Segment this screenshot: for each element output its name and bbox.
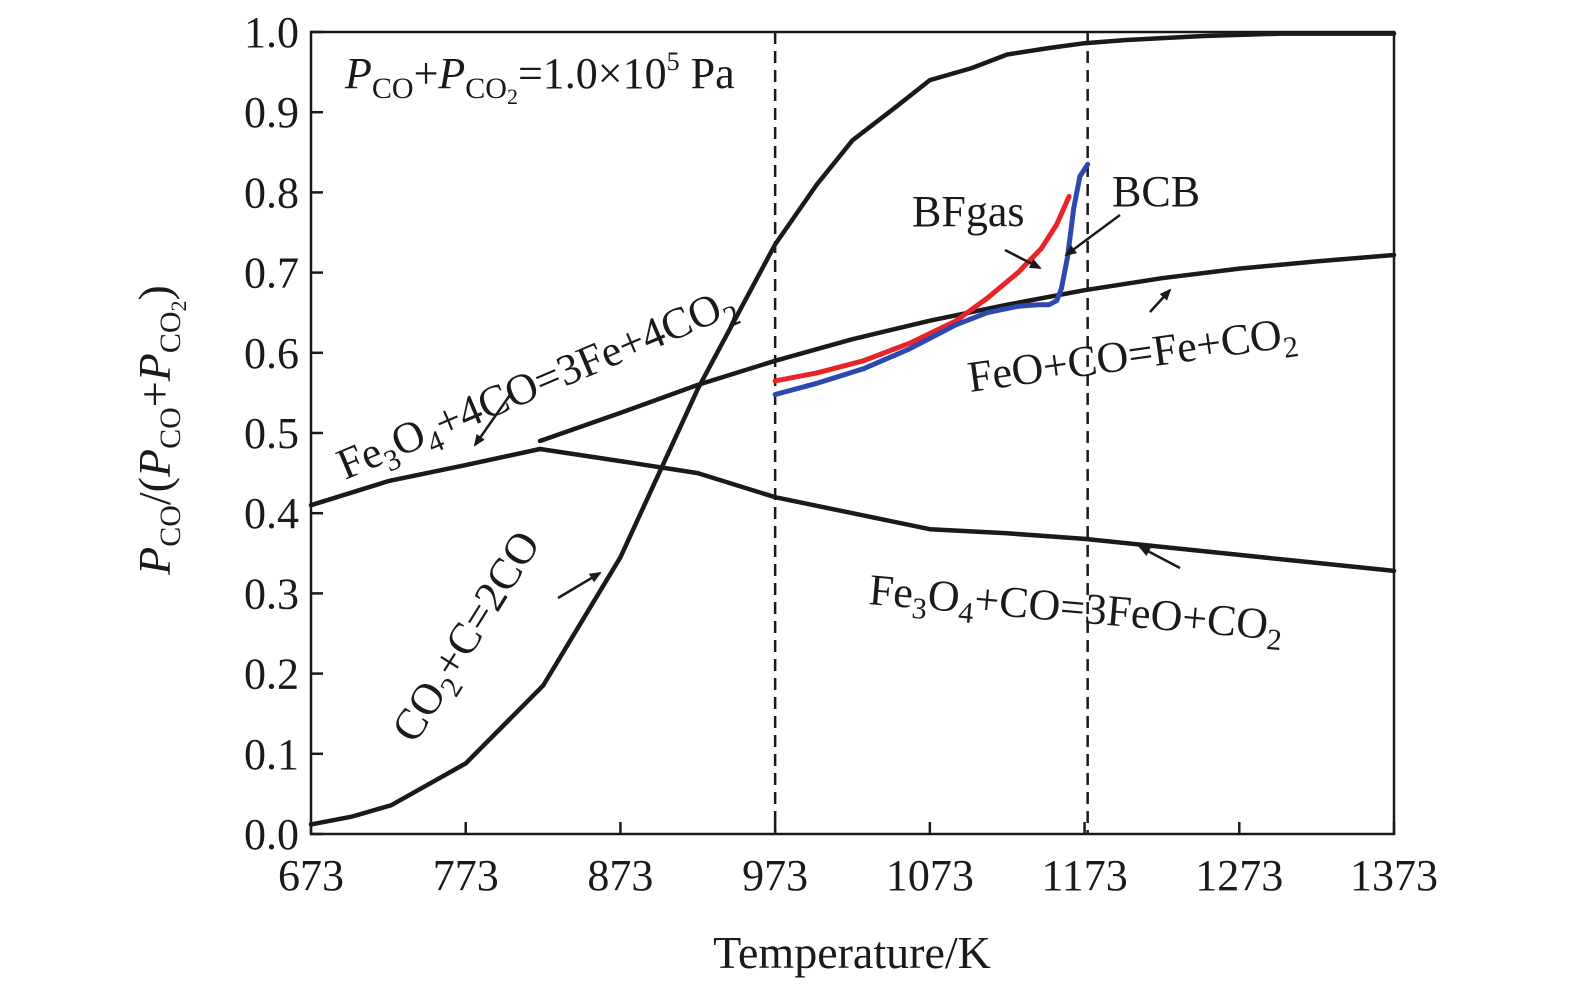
x-tick-label: 1273	[1195, 851, 1283, 900]
series-line-fe3o4-4co-3fe-4co2	[308, 446, 543, 508]
x-axis: 673 773 873 973 1073 1173 1273 1373	[278, 822, 1438, 900]
y-tick-label: 0.0	[244, 810, 299, 859]
x-tick-label: 973	[742, 851, 808, 900]
series-line-bfgas	[772, 193, 1072, 384]
annotation-bfgas: BFgas	[912, 187, 1024, 236]
y-tick-label: 0.2	[244, 650, 299, 699]
series-line-fe3o4-co-3feo-co2	[537, 446, 1397, 574]
annotation-co2-c: CO2+C=2CO	[382, 522, 556, 754]
annotation-fe3o4-co: Fe3O4+CO=3FeO+CO2	[867, 565, 1286, 657]
arrow-layer	[473, 213, 1181, 600]
arrow-fe3o4-co	[1138, 545, 1181, 570]
reference-lines	[773, 32, 1089, 834]
arrow-bcb	[1064, 213, 1121, 257]
y-tick-label: 0.6	[244, 329, 299, 378]
annotation-feo-co: FeO+CO=Fe+CO2	[965, 307, 1301, 409]
arrow-bfgas	[1004, 248, 1042, 270]
arrow-co2-c	[557, 571, 602, 600]
y-tick-label: 0.5	[244, 409, 299, 458]
y-tick-label: 1.0	[244, 8, 299, 57]
x-tick-label: 773	[433, 851, 499, 900]
x-tick-label: 1073	[886, 851, 974, 900]
arrow-feo-co	[1149, 288, 1172, 313]
y-tick-label: 0.7	[244, 249, 299, 298]
series-line-co2-c-2co	[308, 31, 1397, 827]
condition-label: PCO+PCO2=1.0×105 Pa	[344, 47, 735, 109]
y-tick-label: 0.1	[244, 730, 299, 779]
y-tick-label: 0.3	[244, 569, 299, 618]
annotation-bcb: BCB	[1112, 167, 1200, 216]
x-tick-label: 673	[278, 851, 344, 900]
arrow-fe3o4-4co	[473, 394, 512, 447]
x-axis-label: Temperature/K	[713, 927, 991, 978]
x-tick-label: 1173	[1041, 851, 1127, 900]
y-tick-label: 0.4	[244, 489, 299, 538]
x-tick-label: 873	[587, 851, 653, 900]
y-axis: 0.0 0.1 0.2 0.3 0.4 0.5 0.6 0.7 0.8 0.9 1.0	[244, 8, 323, 859]
series-line-bcb	[772, 161, 1091, 397]
series-layer	[308, 31, 1397, 827]
y-tick-label: 0.9	[244, 88, 299, 137]
y-tick-label: 0.8	[244, 168, 299, 217]
annotation-fe3o4-4co: Fe3O4+4CO=3Fe+4CO2	[330, 277, 745, 496]
y-axis-label: PCO/(PCO+PCO2)	[129, 285, 191, 576]
x-tick-label: 1373	[1350, 851, 1438, 900]
